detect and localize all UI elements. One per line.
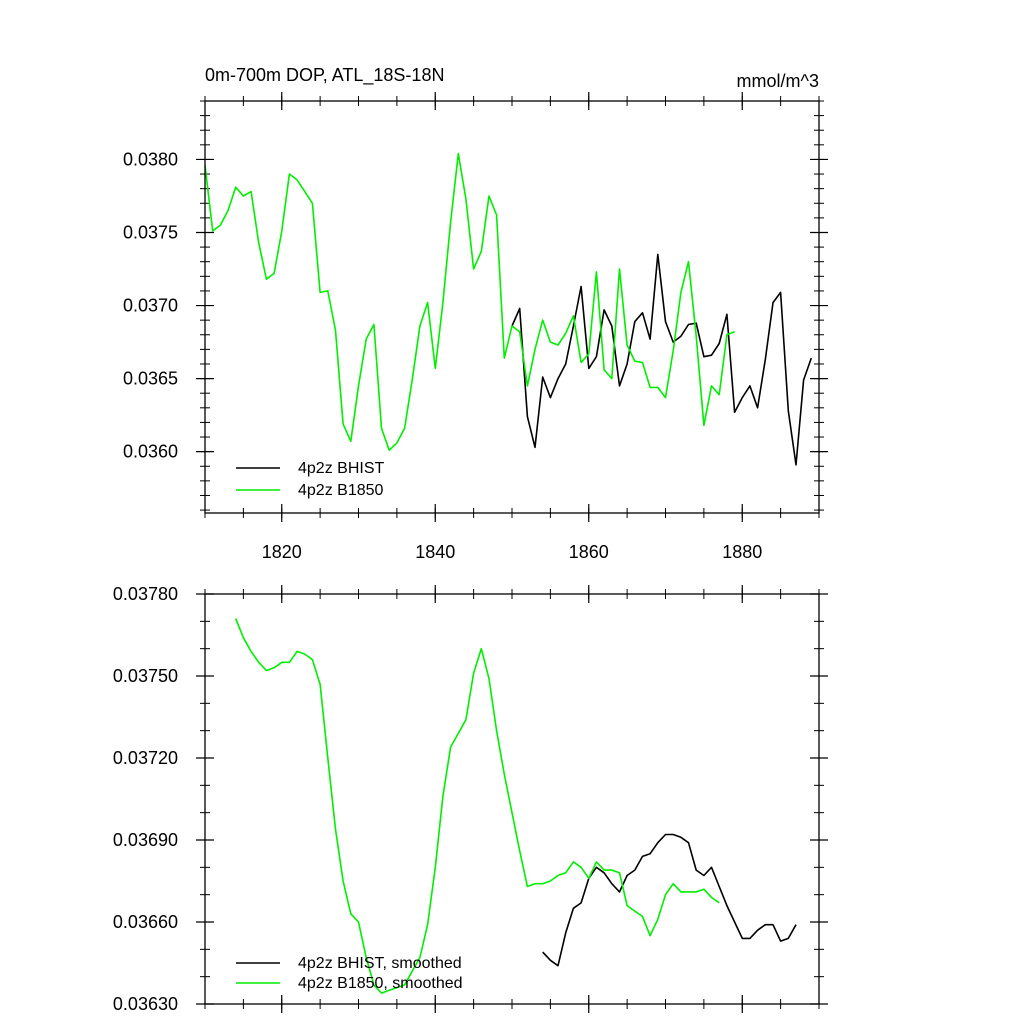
x-tick-label: 1840 (415, 542, 455, 562)
y-tick-label: 0.0380 (123, 149, 178, 169)
legend-label: 4p2z B1850, smoothed (298, 975, 463, 992)
top-chart-panel: 1820 1840 1860 1880 0.0360 0.0365 0.0370 0.0375… (123, 65, 828, 562)
y-tick-label: 0.03630 (113, 994, 178, 1014)
plot-frame (204, 100, 820, 514)
series-line-4p2z-bhist (511, 253, 813, 466)
y-tick-label: 0.0365 (123, 369, 178, 389)
x-tick-label: 1880 (722, 542, 762, 562)
y-tick-label: 0.03690 (113, 830, 178, 850)
y-tick-label: 0.03660 (113, 912, 178, 932)
series-line-4p2z-b1850 (204, 152, 735, 452)
y-tick-label: 0.0360 (123, 442, 178, 462)
legend-label: 4p2z BHIST (298, 460, 384, 477)
y-tick-label: 0.0375 (123, 222, 178, 242)
x-tick-label: 1820 (262, 542, 302, 562)
y-tick-label: 0.03750 (113, 666, 178, 686)
bottom-chart-panel: 0.03630 0.03660 0.03690 0.03720 0.03750 0.037… (113, 584, 828, 1014)
y-tick-label: 0.03720 (113, 748, 178, 768)
legend-label: 4p2z BHIST, smoothed (298, 955, 462, 972)
units-label: mmol/m^3 (737, 71, 819, 91)
series-line-4p2z-b1850-smoothed (234, 618, 720, 994)
x-tick-label: 1860 (569, 542, 609, 562)
legend-label: 4p2z B1850 (298, 482, 384, 499)
y-tick-label: 0.0370 (123, 296, 178, 316)
chart-title: 0m-700m DOP, ATL_18S-18N (205, 65, 444, 86)
series-line-4p2z-bhist-smoothed (542, 833, 797, 967)
plot-frame (204, 593, 820, 1005)
y-tick-label: 0.03780 (113, 584, 178, 604)
